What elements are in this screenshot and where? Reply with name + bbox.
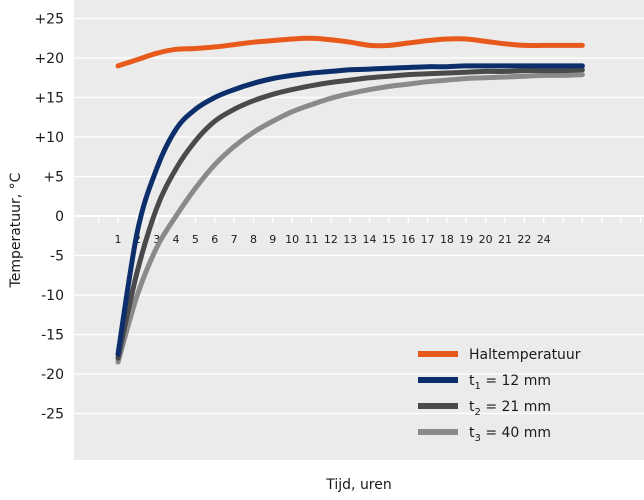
legend-value: = 40 mm [481, 425, 551, 441]
x-tick-label: 6 [211, 233, 218, 246]
series-line-t1 [115, 63, 585, 357]
x-tick-label: 19 [459, 233, 473, 246]
x-tick-label: 4 [173, 233, 180, 246]
legend-label: t1 = 12 mm [469, 373, 551, 392]
legend-label: t2 = 21 mm [469, 399, 551, 418]
series-line-haltemperatuur [115, 35, 585, 69]
x-tick-label: 1 [115, 233, 122, 246]
legend-label-text: Haltemperatuur [469, 347, 581, 363]
x-tick-label: 13 [343, 233, 357, 246]
legend-label: t3 = 40 mm [469, 425, 551, 444]
grid-lines [74, 17, 644, 415]
x-tick-label: 16 [401, 233, 415, 246]
x-tick-label: 18 [440, 233, 454, 246]
legend-value: = 12 mm [481, 373, 551, 389]
x-axis-title: Tijd, uren [325, 477, 392, 493]
x-tick-label: 5 [192, 233, 199, 246]
series-line-t2 [115, 67, 585, 361]
x-tick-label: 8 [250, 233, 257, 246]
x-tick-label: 24 [537, 233, 551, 246]
x-tick-label: 9 [269, 233, 276, 246]
y-tick-label: +15 [34, 91, 64, 107]
x-tick-label: 3 [153, 233, 160, 246]
y-tick-label: +25 [34, 12, 64, 28]
y-axis-title: Temperatuur, °C [8, 172, 24, 288]
x-tick-label: 20 [479, 233, 493, 246]
y-tick-label: -15 [41, 328, 64, 344]
x-tick-label: 7 [231, 233, 238, 246]
x-tick-label: 21 [498, 233, 512, 246]
legend-symbol: t [469, 425, 475, 441]
x-tick-label: 14 [363, 233, 377, 246]
legend-label: Haltemperatuur [469, 347, 581, 363]
y-axis-ticks: +25 +20 +15 +10 +5 0 -5 -10 -15 -20 -25 [34, 12, 64, 423]
x-tick-label: 11 [305, 233, 319, 246]
x-tick-label: 17 [421, 233, 435, 246]
series-line-t3 [115, 72, 585, 365]
y-tick-label: +10 [34, 130, 64, 146]
y-tick-label: -20 [41, 367, 64, 383]
y-tick-label: -10 [41, 288, 64, 304]
y-tick-label: 0 [55, 209, 64, 225]
x-tick-label: 15 [382, 233, 396, 246]
x-tick-label: 12 [324, 233, 338, 246]
legend-symbol: t [469, 373, 475, 389]
legend-subscript: 3 [475, 433, 481, 444]
y-tick-label: -5 [50, 249, 64, 265]
series-lines [115, 35, 585, 365]
y-tick-label: +5 [43, 170, 64, 186]
x-tick-label: 10 [285, 233, 299, 246]
x-axis: 1 2 3 4 5 6 7 8 9 10 11 12 13 14 15 16 17 18 19 20 21 22 24 [74, 215, 644, 246]
legend-symbol: t [469, 399, 475, 415]
y-tick-label: -25 [41, 407, 64, 423]
legend-subscript: 2 [475, 407, 481, 418]
x-tick-label: 22 [517, 233, 531, 246]
legend-subscript: 1 [475, 381, 481, 392]
legend-value: = 21 mm [481, 399, 551, 415]
y-tick-label: +20 [34, 51, 64, 67]
